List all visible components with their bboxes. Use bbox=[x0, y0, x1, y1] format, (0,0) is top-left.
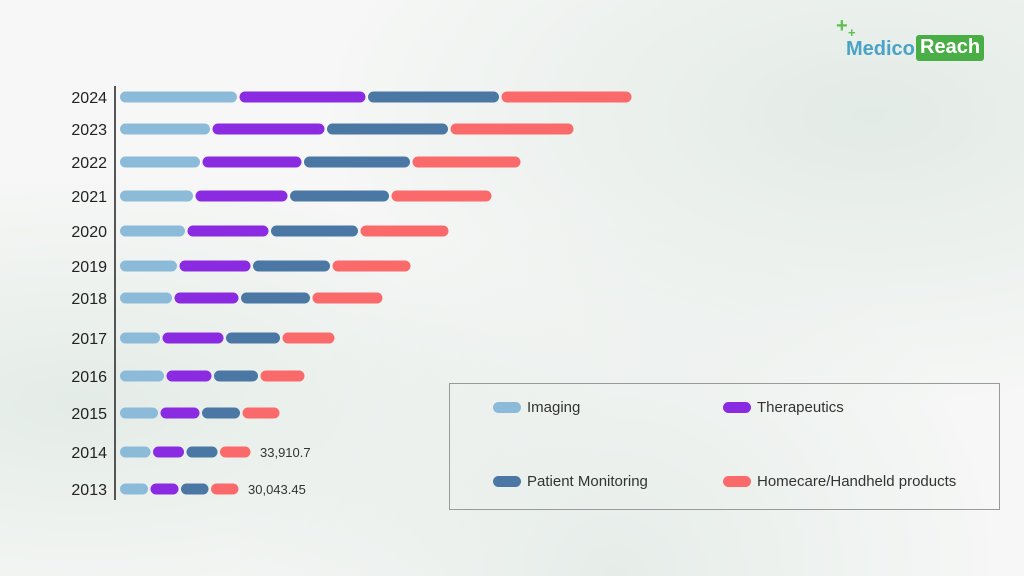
legend-label: Patient Monitoring bbox=[527, 473, 648, 490]
bar-segment bbox=[187, 225, 269, 237]
bar-segment bbox=[195, 190, 288, 202]
y-tick-label: 2021 bbox=[71, 189, 107, 206]
y-tick-label: 2022 bbox=[71, 155, 107, 172]
bar-segment bbox=[214, 370, 258, 382]
legend-swatch bbox=[723, 402, 751, 413]
y-tick-label: 2018 bbox=[71, 291, 107, 308]
bar-segment bbox=[153, 446, 184, 458]
bar-segment bbox=[242, 407, 280, 419]
legend-item-patient-monitoring: Patient Monitoring bbox=[493, 473, 648, 490]
bar-segment bbox=[450, 123, 574, 135]
bar-segment bbox=[120, 332, 160, 344]
bar-segment bbox=[150, 483, 179, 495]
y-tick-label: 2015 bbox=[71, 406, 107, 423]
bar-segment bbox=[239, 91, 366, 103]
bar-segment bbox=[179, 260, 251, 272]
bar-segment bbox=[162, 332, 224, 344]
bar-segment bbox=[202, 407, 240, 419]
brand-name-reach: Reach bbox=[916, 35, 985, 61]
y-tick-label: 2017 bbox=[71, 331, 107, 348]
legend-label: Imaging bbox=[527, 399, 581, 416]
bar-segment bbox=[412, 156, 521, 168]
bar-segment bbox=[226, 332, 280, 344]
bar-segment bbox=[327, 123, 448, 135]
bar-segment bbox=[120, 260, 177, 272]
brand-name-medico: Medico bbox=[846, 38, 915, 60]
y-tick-label: 2014 bbox=[71, 445, 107, 462]
y-tick-label: 2023 bbox=[71, 122, 107, 139]
bar-segment bbox=[501, 91, 632, 103]
bar-segment bbox=[241, 292, 310, 304]
bar-segment bbox=[253, 260, 330, 272]
legend-item-imaging: Imaging bbox=[493, 399, 580, 416]
bar-segment bbox=[391, 190, 492, 202]
data-label: 30,043.45 bbox=[248, 482, 306, 497]
bar-segment bbox=[120, 190, 193, 202]
legend-swatch bbox=[493, 476, 521, 487]
bar-segment bbox=[120, 123, 210, 135]
bar-segment bbox=[120, 292, 172, 304]
bar-segment bbox=[120, 370, 164, 382]
legend-item-therapeutics: Therapeutics bbox=[723, 399, 844, 416]
bar-segment bbox=[174, 292, 239, 304]
y-tick-label: 2019 bbox=[71, 259, 107, 276]
y-tick-label: 2013 bbox=[71, 482, 107, 499]
brand-logo: + + Medico Reach bbox=[834, 15, 985, 72]
y-tick-label: 2020 bbox=[71, 224, 107, 241]
y-tick-label: 2024 bbox=[71, 90, 107, 107]
legend-label: Therapeutics bbox=[757, 399, 844, 416]
bar-segment bbox=[202, 156, 302, 168]
bar-segment bbox=[120, 407, 158, 419]
bar-segment bbox=[304, 156, 410, 168]
bar-segment bbox=[260, 370, 305, 382]
legend-swatch bbox=[723, 476, 751, 487]
data-label: 33,910.7 bbox=[260, 445, 311, 460]
y-tick-label: 2016 bbox=[71, 369, 107, 386]
bar-segment bbox=[120, 483, 148, 495]
chart-legend: Imaging Therapeutics Patient Monitoring … bbox=[449, 383, 1000, 510]
bar-segment bbox=[120, 446, 151, 458]
bar-segment bbox=[166, 370, 212, 382]
plus-icon: + bbox=[836, 15, 848, 37]
bar-segment bbox=[271, 225, 358, 237]
bar-segment bbox=[312, 292, 383, 304]
bar-segment bbox=[186, 446, 218, 458]
bar-segment bbox=[211, 483, 239, 495]
bar-segment bbox=[120, 156, 200, 168]
bar-segment bbox=[160, 407, 200, 419]
bar-segment bbox=[368, 91, 499, 103]
bar-segment bbox=[282, 332, 335, 344]
bar-segment bbox=[120, 225, 185, 237]
legend-swatch bbox=[493, 402, 521, 413]
legend-item-homecare: Homecare/Handheld products bbox=[723, 473, 956, 490]
plus-icon-small: + bbox=[848, 25, 856, 40]
legend-label: Homecare/Handheld products bbox=[757, 473, 957, 490]
bar-segment bbox=[181, 483, 209, 495]
bar-segment bbox=[120, 91, 237, 103]
bar-segment bbox=[290, 190, 389, 202]
bar-segment bbox=[360, 225, 449, 237]
bar-segment bbox=[212, 123, 325, 135]
bar-segment bbox=[332, 260, 411, 272]
bar-segment bbox=[220, 446, 251, 458]
